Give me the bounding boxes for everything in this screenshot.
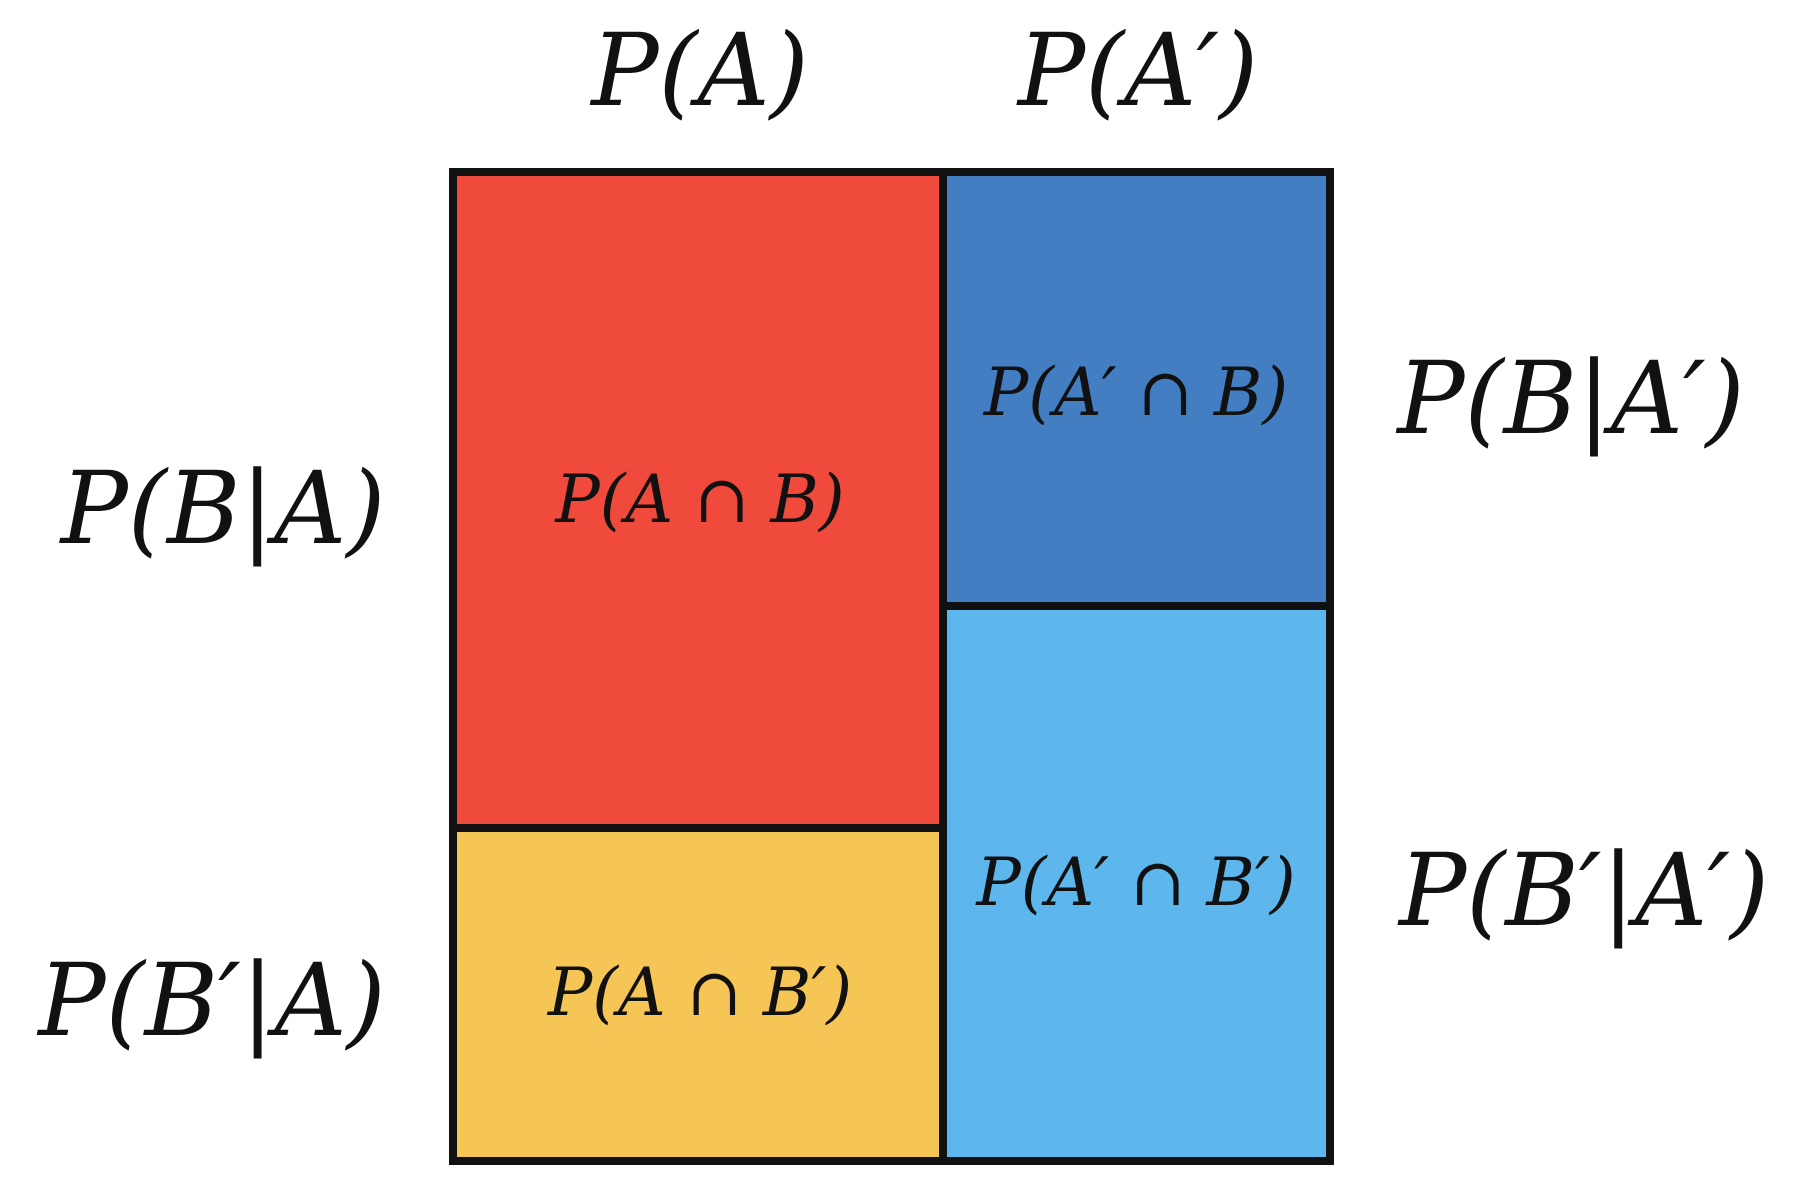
- cell-not-a-and-b: [943, 172, 1330, 606]
- label-p-not-b-given-not-a: P(B′|A′): [1397, 832, 1769, 949]
- area-grid: [449, 168, 1334, 1165]
- outer-border: [449, 168, 1334, 1165]
- label-p-b-given-not-a: P(B|A′): [1395, 340, 1744, 457]
- label-p-b-given-a: P(B|A): [59, 450, 386, 567]
- label-p-a: P(A): [589, 12, 809, 129]
- cell-not-a-and-not-b: [943, 606, 1330, 1161]
- label-p-not-a: P(A′): [1016, 12, 1258, 129]
- grid-borders: [449, 168, 1334, 1165]
- cell-a-and-not-b: [453, 828, 943, 1161]
- cell-a-and-b: [453, 172, 943, 828]
- cell-label-a-and-b: P(A ∩ B): [554, 461, 844, 538]
- cell-label-a-and-not-b: P(A ∩ B′): [547, 954, 852, 1031]
- cell-label-not-a-and-b: P(A′ ∩ B): [983, 354, 1288, 431]
- label-p-not-b-given-a: P(B′|A): [36, 942, 385, 1059]
- cell-label-not-a-and-not-b: P(A′ ∩ B′): [975, 844, 1295, 921]
